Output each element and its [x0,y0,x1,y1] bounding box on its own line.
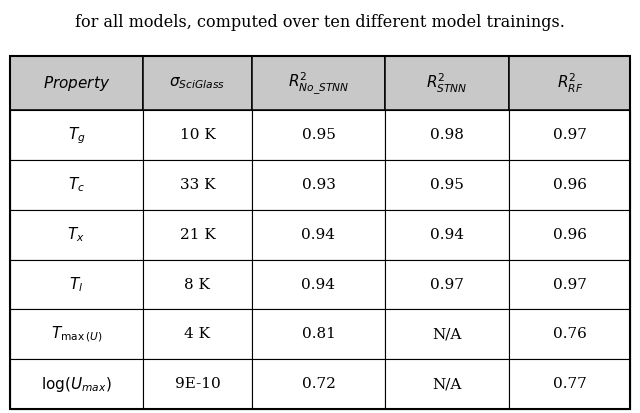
Bar [143,110,252,160]
Bar [509,309,630,359]
Text: $T_g$: $T_g$ [67,125,85,146]
Bar [143,210,252,260]
Bar [252,160,385,210]
Text: 0.95: 0.95 [301,128,335,142]
Bar [143,260,252,309]
Bar [385,110,509,160]
Text: 0.96: 0.96 [553,178,587,192]
Bar [252,260,385,309]
Text: $T_c$: $T_c$ [68,176,85,195]
Text: 0.94: 0.94 [430,228,464,242]
Text: 0.94: 0.94 [301,278,335,292]
Bar [385,210,509,260]
Text: 0.98: 0.98 [430,128,464,142]
Text: 8 K: 8 K [184,278,211,292]
Bar [143,359,252,409]
Text: 33 K: 33 K [180,178,215,192]
Bar [509,56,630,110]
Bar [10,260,143,309]
Text: 0.97: 0.97 [430,278,464,292]
Text: $\mathit{Property}$: $\mathit{Property}$ [43,74,110,93]
Text: $\sigma_{\mathit{SciGlass}}$: $\sigma_{\mathit{SciGlass}}$ [170,75,225,91]
Bar [10,160,143,210]
Text: 0.77: 0.77 [553,377,587,391]
Bar [385,359,509,409]
Bar [385,309,509,359]
Text: $\log(U_{max})$: $\log(U_{max})$ [41,375,111,394]
Bar [385,160,509,210]
Text: 0.95: 0.95 [430,178,464,192]
Text: 0.93: 0.93 [301,178,335,192]
Bar [10,56,630,409]
Bar [10,56,143,110]
Bar [10,210,143,260]
Bar [143,160,252,210]
Bar [385,56,509,110]
Text: 4 K: 4 K [184,327,211,341]
Text: $T_{\mathrm{max}\,(U)}$: $T_{\mathrm{max}\,(U)}$ [51,325,102,344]
Text: 10 K: 10 K [179,128,215,142]
Text: $T_x$: $T_x$ [67,225,85,244]
Text: for all models, computed over ten different model trainings.: for all models, computed over ten differ… [75,14,565,31]
Text: $T_l$: $T_l$ [69,275,83,294]
Bar [10,309,143,359]
Text: 0.97: 0.97 [553,128,587,142]
Bar [252,210,385,260]
Text: 0.81: 0.81 [301,327,335,341]
Text: N/A: N/A [433,377,462,391]
Text: 21 K: 21 K [179,228,215,242]
Text: 9E-10: 9E-10 [175,377,220,391]
Bar [10,359,143,409]
Bar [509,260,630,309]
Text: $R^2_{\mathit{STNN}}$: $R^2_{\mathit{STNN}}$ [426,71,468,95]
Text: 0.76: 0.76 [553,327,587,341]
Bar [252,110,385,160]
Text: 0.72: 0.72 [301,377,335,391]
Bar [509,210,630,260]
Bar [252,309,385,359]
Bar [252,56,385,110]
Text: 0.97: 0.97 [553,278,587,292]
Bar [509,359,630,409]
Bar [10,110,143,160]
Text: $R^2_{\mathit{RF}}$: $R^2_{\mathit{RF}}$ [557,71,583,95]
Text: $R^2_{\mathit{No\_STNN}}$: $R^2_{\mathit{No\_STNN}}$ [288,70,349,96]
Text: N/A: N/A [433,327,462,341]
Text: 0.96: 0.96 [553,228,587,242]
Bar [509,160,630,210]
Bar [509,110,630,160]
Bar [252,359,385,409]
Bar [143,56,252,110]
Bar [385,260,509,309]
Text: 0.94: 0.94 [301,228,335,242]
Bar [143,309,252,359]
